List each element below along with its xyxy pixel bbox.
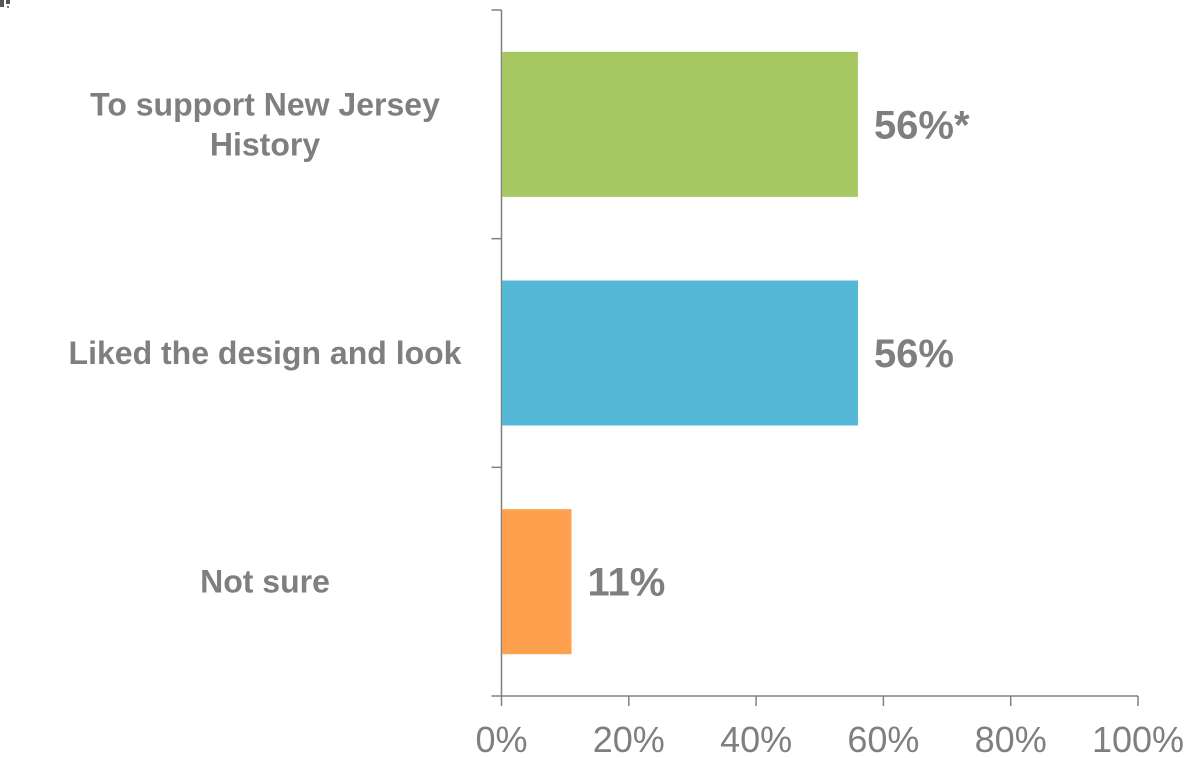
x-tick-label-0: 0%	[475, 719, 527, 758]
x-tick-labels: 0% 20% 40% 60% 80% 100%	[475, 719, 1184, 758]
data-label-not-sure: 11%	[588, 561, 666, 605]
bar-to-support-new-jersey-history	[502, 51, 858, 197]
category-label-not-sure: Not sure	[200, 564, 330, 600]
x-tick-label-60: 60%	[847, 719, 919, 758]
category-label-to-support-new-jersey-history: To support New Jersey History	[90, 86, 440, 162]
x-tick-label-100: 100%	[1092, 719, 1184, 758]
x-tick-label-80: 80%	[975, 719, 1047, 758]
x-tick-label-20: 20%	[593, 719, 665, 758]
bar-liked-the-design-and-look	[502, 280, 858, 426]
chart-bars	[502, 51, 858, 655]
data-labels: 56%* 56% 11%	[588, 103, 970, 604]
x-tick-label-40: 40%	[720, 719, 792, 758]
bar-not-sure	[502, 509, 572, 655]
category-labels: To support New Jersey History Liked the de…	[69, 86, 462, 599]
corner-mark-icon	[0, 0, 10, 8]
data-label-to-support-new-jersey-history: 56%*	[874, 103, 970, 147]
category-label-liked-the-design-and-look: Liked the design and look	[69, 335, 462, 371]
chart-axes	[491, 9, 1139, 706]
data-label-liked-the-design-and-look: 56%	[874, 332, 954, 376]
